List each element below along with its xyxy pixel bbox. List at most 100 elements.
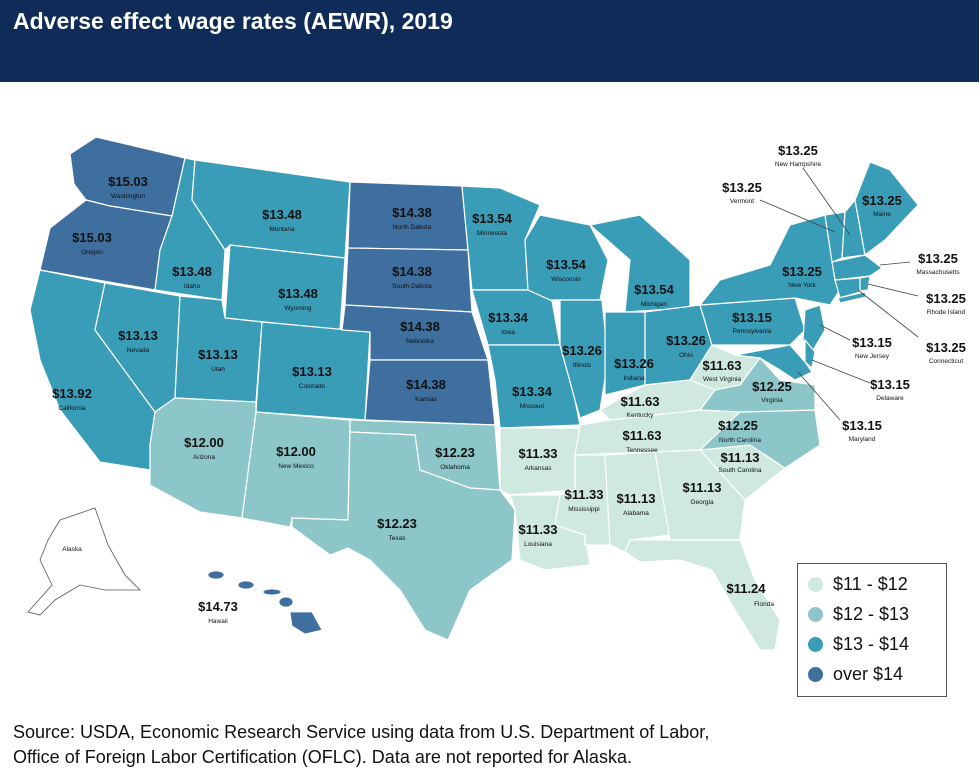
name-california: California bbox=[58, 405, 86, 412]
name-new-jersey: New Jersey bbox=[855, 353, 890, 360]
value-oklahoma: $12.23 bbox=[435, 445, 475, 460]
name-pennsylvania: Pennsylvania bbox=[733, 328, 772, 335]
state-hawaii-oahu bbox=[237, 580, 255, 590]
name-idaho: Idaho bbox=[184, 283, 201, 290]
state-delaware bbox=[804, 338, 816, 370]
name-vermont: Vermont bbox=[730, 198, 754, 205]
value-iowa: $13.34 bbox=[488, 310, 529, 325]
state-virginia bbox=[698, 357, 816, 413]
value-arizona: $12.00 bbox=[184, 435, 224, 450]
name-illinois: Illinois bbox=[573, 362, 592, 369]
legend-label: $11 - $12 bbox=[833, 573, 908, 594]
name-oklahoma: Oklahoma bbox=[440, 464, 470, 471]
name-utah: Utah bbox=[211, 366, 225, 373]
value-maine: $13.25 bbox=[862, 193, 902, 208]
name-missouri: Missouri bbox=[520, 403, 544, 410]
name-iowa: Iowa bbox=[501, 329, 515, 336]
name-texas: Texas bbox=[389, 535, 407, 542]
name-new-york: New York bbox=[788, 282, 816, 289]
name-arizona: Arizona bbox=[193, 454, 215, 461]
legend-swatch bbox=[808, 666, 823, 682]
state-maine bbox=[854, 161, 919, 257]
name-west-virginia: West Virginia bbox=[703, 376, 741, 383]
name-mississippi: Mississippi bbox=[568, 506, 599, 513]
legend-swatch bbox=[808, 606, 823, 622]
value-west-virginia: $11.63 bbox=[702, 358, 741, 373]
name-minnesota: Minnesota bbox=[477, 230, 507, 237]
value-virginia: $12.25 bbox=[752, 379, 792, 394]
value-louisiana: $11.33 bbox=[518, 522, 557, 537]
value-rhode-island: $13.25 bbox=[926, 291, 966, 306]
state-massachusetts bbox=[831, 254, 884, 281]
value-new-mexico: $12.00 bbox=[276, 444, 316, 459]
state-georgia bbox=[654, 449, 746, 541]
legend-item: $13 - $14 bbox=[808, 631, 909, 657]
legend-item: $12 - $13 bbox=[808, 601, 909, 627]
state-illinois bbox=[559, 299, 609, 419]
name-colorado: Colorado bbox=[299, 383, 326, 390]
legend-swatch bbox=[808, 576, 823, 592]
state-hawaii-big-island bbox=[289, 611, 323, 635]
name-new-mexico: New Mexico bbox=[278, 463, 314, 470]
state-arizona bbox=[149, 397, 257, 519]
value-north-dakota: $14.38 bbox=[392, 205, 432, 220]
name-north-dakota: North Dakota bbox=[393, 224, 432, 231]
value-connecticut: $13.25 bbox=[926, 340, 966, 355]
map-area: $15.03 Washington $15.03 Oregon $13.92 Cali… bbox=[0, 82, 979, 716]
name-nevada: Nevada bbox=[127, 347, 150, 354]
state-arkansas bbox=[499, 427, 581, 496]
source-line-2: Office of Foreign Labor Certification (O… bbox=[13, 747, 632, 767]
name-kentucky: Kentucky bbox=[627, 412, 654, 419]
value-kansas: $14.38 bbox=[406, 377, 446, 392]
name-montana: Montana bbox=[269, 226, 295, 233]
state-indiana bbox=[604, 311, 646, 396]
value-idaho: $13.48 bbox=[172, 264, 212, 279]
name-florida: Florida bbox=[754, 601, 774, 608]
chart-title: Adverse effect wage rates (AEWR), 2019 bbox=[13, 8, 453, 34]
name-alabama: Alabama bbox=[623, 510, 649, 517]
name-rhode-island: Rhode Island bbox=[927, 309, 966, 316]
name-wyoming: Wyoming bbox=[284, 305, 311, 312]
value-washington: $15.03 bbox=[108, 174, 148, 189]
value-colorado: $13.13 bbox=[292, 364, 332, 379]
name-nebraska: Nebraska bbox=[406, 338, 434, 345]
legend: $11 - $12 $12 - $13 $13 - $14 over $14 bbox=[797, 563, 947, 697]
legend-label: over $14 bbox=[833, 663, 904, 684]
state-texas bbox=[291, 431, 516, 641]
state-alaska bbox=[27, 507, 141, 616]
name-hawaii: Hawaii bbox=[208, 618, 228, 625]
name-alaska: Alaska bbox=[62, 546, 82, 553]
leader-lines bbox=[759, 167, 919, 421]
value-vermont: $13.25 bbox=[722, 180, 762, 195]
state-wisconsin bbox=[524, 214, 609, 301]
name-maryland: Maryland bbox=[849, 436, 876, 443]
name-wisconsin: Wisconsin bbox=[551, 276, 581, 283]
value-massachusetts: $13.25 bbox=[918, 251, 958, 266]
value-tennessee: $11.63 bbox=[622, 428, 661, 443]
source-note: Source: USDA, Economic Research Service … bbox=[13, 720, 963, 770]
legend-item: over $14 bbox=[808, 661, 903, 687]
state-maryland bbox=[734, 344, 813, 381]
name-connecticut: Connecticut bbox=[929, 358, 964, 365]
value-nevada: $13.13 bbox=[118, 328, 158, 343]
value-maryland: $13.15 bbox=[842, 418, 882, 433]
value-utah: $13.13 bbox=[198, 347, 238, 362]
source-line-1: Source: USDA, Economic Research Service … bbox=[13, 722, 710, 742]
state-south-dakota bbox=[344, 247, 473, 313]
value-montana: $13.48 bbox=[262, 207, 302, 222]
state-labels: $15.03 Washington $15.03 Oregon $13.92 Cali… bbox=[52, 143, 966, 625]
value-kentucky: $11.63 bbox=[620, 394, 659, 409]
value-indiana: $13.26 bbox=[614, 356, 654, 371]
value-south-dakota: $14.38 bbox=[392, 264, 432, 279]
value-ohio: $13.26 bbox=[666, 333, 706, 348]
legend-item: $11 - $12 bbox=[808, 571, 908, 597]
value-new-york: $13.25 bbox=[782, 264, 822, 279]
value-oregon: $15.03 bbox=[72, 230, 112, 245]
name-south-carolina: South Carolina bbox=[719, 467, 762, 474]
legend-label: $12 - $13 bbox=[833, 603, 910, 624]
value-florida: $11.24 bbox=[726, 581, 766, 596]
state-florida bbox=[624, 539, 781, 651]
value-new-hampshire: $13.25 bbox=[778, 143, 818, 158]
name-arkansas: Arkansas bbox=[524, 465, 552, 472]
name-massachusetts: Massachusetts bbox=[916, 269, 960, 276]
